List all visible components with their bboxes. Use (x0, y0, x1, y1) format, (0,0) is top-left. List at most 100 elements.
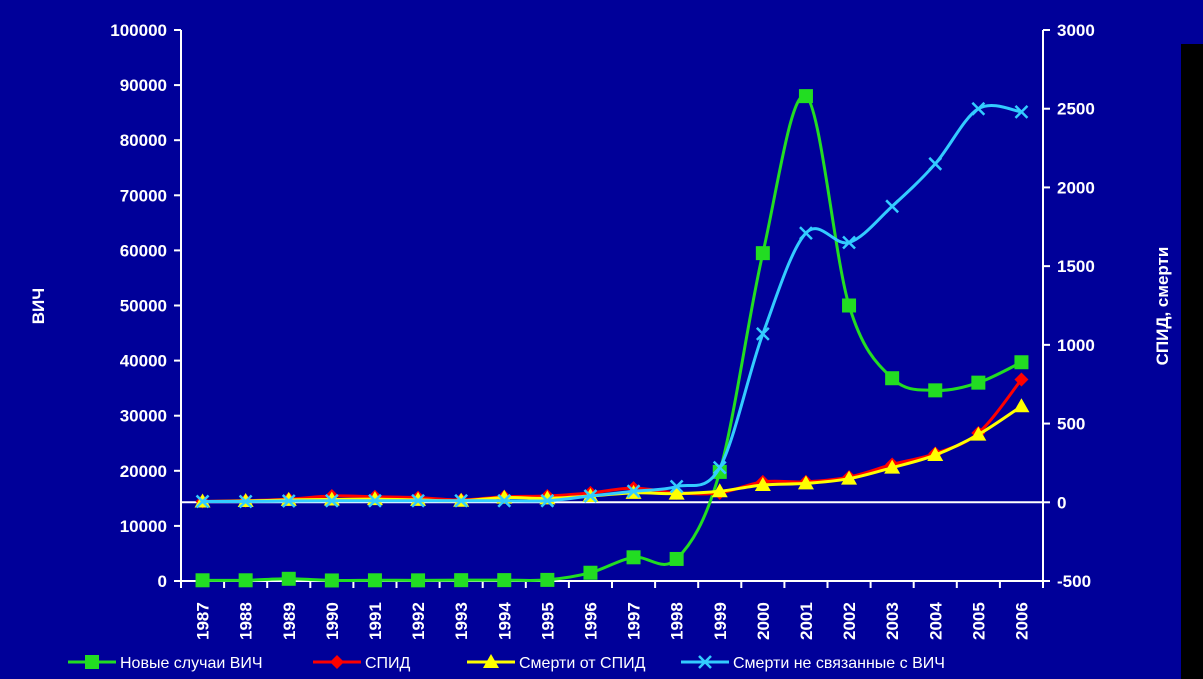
data-point (281, 571, 296, 586)
data-point (195, 573, 210, 588)
left-axis-title: ВИЧ (29, 288, 48, 324)
data-point (971, 375, 986, 390)
right-tick-label: 1500 (1057, 257, 1095, 276)
x-tick-label: 2001 (797, 602, 816, 640)
data-point (540, 493, 555, 508)
data-point (497, 573, 512, 588)
data-point (884, 459, 901, 474)
legend-item-3: Смерти от СПИД (467, 654, 646, 672)
data-point (454, 493, 469, 508)
x-tick-label: 2002 (840, 602, 859, 640)
legend-marker (330, 655, 344, 669)
data-point (1014, 355, 1029, 370)
data-point (626, 484, 641, 499)
x-tick-label: 1996 (581, 602, 600, 640)
data-point (195, 494, 210, 509)
data-point (1014, 372, 1029, 387)
x-tick-label: 1998 (668, 602, 687, 640)
legend: Новые случаи ВИЧ СПИД Смерти от СПИД Смерти… (68, 654, 945, 672)
left-tick-label: 0 (158, 572, 167, 591)
data-point (324, 573, 339, 588)
series-line (202, 405, 1023, 503)
right-tick-label: 0 (1057, 493, 1066, 512)
legend-item-1: Новые случаи ВИЧ (68, 655, 263, 672)
data-point (712, 460, 727, 475)
x-tick-label: 2004 (926, 602, 945, 640)
data-point (1014, 104, 1029, 119)
data-point (540, 572, 555, 587)
right-tick-label: 1000 (1057, 336, 1095, 355)
legend-label: Смерти от СПИД (519, 655, 646, 672)
left-tick-label: 60000 (120, 241, 167, 260)
data-point (583, 565, 598, 580)
right-tick-label: 500 (1057, 415, 1085, 434)
data-point (669, 479, 684, 494)
series-1 (195, 89, 1029, 588)
left-tick-label: 90000 (120, 76, 167, 95)
data-point (711, 483, 728, 498)
data-point (971, 101, 986, 116)
x-tick-label: 1994 (495, 602, 514, 640)
data-point (927, 447, 944, 462)
data-point (411, 573, 426, 588)
data-point (238, 494, 253, 509)
data-point (368, 493, 382, 508)
data-point (497, 493, 512, 508)
data-point (1013, 398, 1030, 413)
legend-item-4: Смерти не связанные с ВИЧ (681, 655, 945, 672)
data-point (842, 298, 857, 313)
left-tick-label: 80000 (120, 131, 167, 150)
x-tick-label: 1989 (280, 602, 299, 640)
data-point (411, 493, 425, 508)
x-tick-label: 1992 (409, 602, 428, 640)
data-point (885, 371, 900, 386)
right-tick-label: 3000 (1057, 21, 1095, 40)
legend-label: Новые случаи ВИЧ (120, 655, 263, 672)
data-point (410, 491, 427, 506)
right-tick-label: -500 (1057, 572, 1091, 591)
x-tick-label: 1995 (538, 602, 557, 640)
legend-item-2: СПИД (313, 655, 411, 672)
x-tick-label: 1988 (237, 602, 256, 640)
data-point (798, 89, 813, 104)
data-point (454, 573, 469, 588)
series-line (202, 378, 1023, 503)
x-tick-label: 1990 (323, 602, 342, 640)
data-point (281, 494, 296, 508)
data-point (885, 199, 900, 214)
right-axis-title: СПИД, смерти (1153, 247, 1172, 366)
data-point (669, 551, 684, 566)
data-point (970, 426, 987, 441)
data-point (755, 246, 770, 261)
data-point (755, 326, 770, 341)
x-tick-label: 2000 (754, 602, 773, 640)
right-edge-strip (1181, 44, 1203, 679)
left-tick-label: 100000 (110, 21, 167, 40)
data-point (324, 493, 339, 508)
data-point (841, 470, 858, 485)
right-tick-label: 2500 (1057, 100, 1095, 119)
left-tick-label: 70000 (120, 186, 167, 205)
axes: 0100002000030000400005000060000700008000… (29, 21, 1172, 640)
left-tick-label: 10000 (120, 517, 167, 536)
data-point (797, 475, 814, 490)
data-point (928, 383, 943, 398)
data-point (583, 489, 598, 503)
left-tick-label: 20000 (120, 462, 167, 481)
x-tick-label: 2005 (969, 602, 988, 640)
data-point (928, 156, 943, 171)
data-point (842, 235, 856, 250)
x-tick-label: 1993 (452, 602, 471, 640)
data-point (238, 573, 253, 588)
left-tick-label: 50000 (120, 297, 167, 316)
left-tick-label: 30000 (120, 407, 167, 426)
data-point (754, 476, 771, 491)
data-point (626, 550, 641, 565)
data-point (668, 485, 685, 500)
x-tick-label: 1999 (711, 602, 730, 640)
x-tick-label: 1997 (625, 602, 644, 640)
x-tick-label: 2006 (1012, 602, 1031, 640)
x-tick-label: 2003 (883, 602, 902, 640)
legend-marker (698, 655, 712, 669)
